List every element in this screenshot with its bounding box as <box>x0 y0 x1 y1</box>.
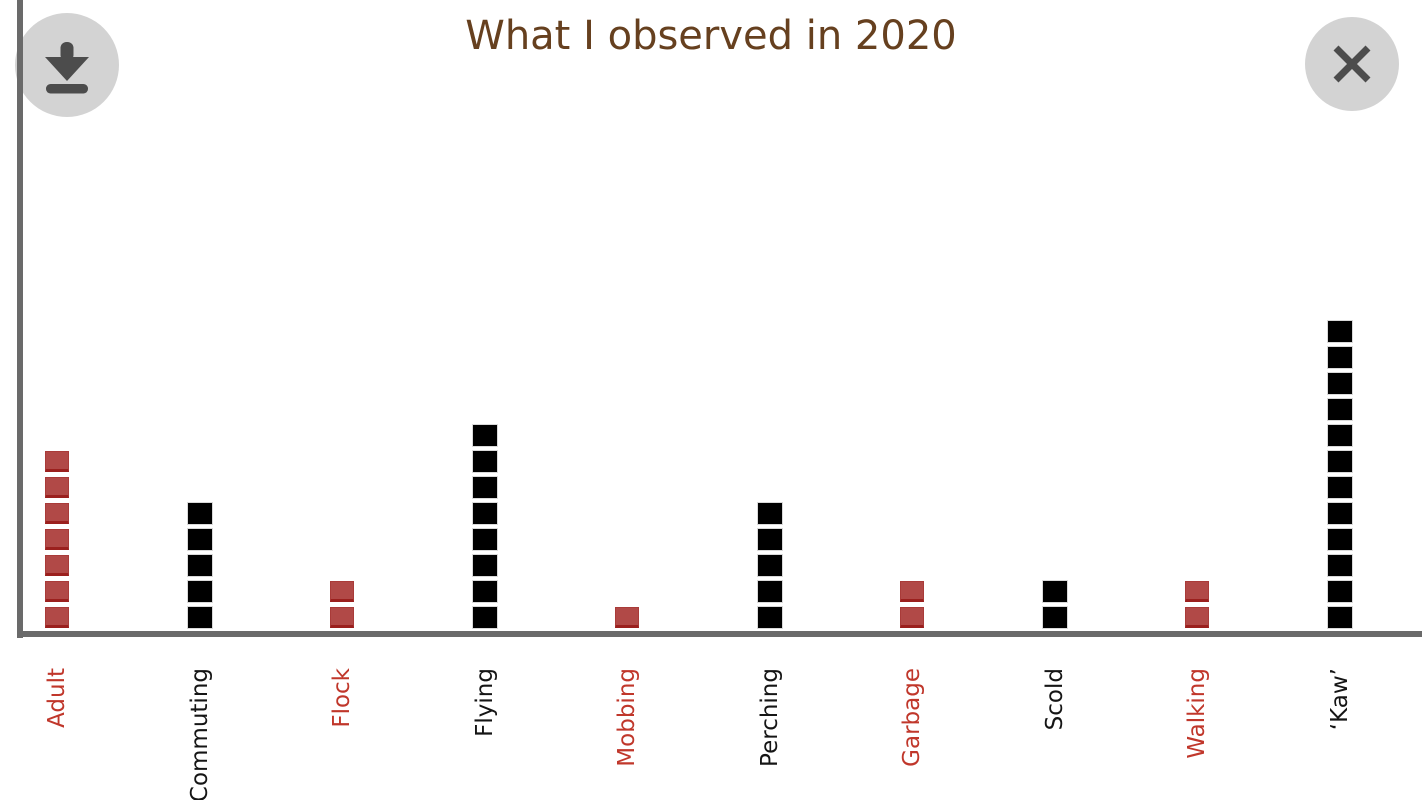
unit-stack-mobbing <box>615 607 639 628</box>
unit-square <box>1326 398 1353 421</box>
unit-square <box>1326 476 1353 499</box>
unit-square <box>45 451 69 472</box>
unit-square <box>1326 528 1353 551</box>
unit-square <box>186 554 213 577</box>
unit-square <box>1326 320 1353 343</box>
y-axis-line <box>17 0 23 638</box>
unit-square <box>471 580 498 603</box>
unit-stack-scold <box>1041 580 1068 629</box>
unit-stack-walking <box>1185 581 1209 628</box>
unit-square <box>1185 581 1209 602</box>
close-icon <box>1332 44 1372 84</box>
unit-square <box>471 502 498 525</box>
category-label-scold: Scold <box>1041 668 1068 731</box>
category-label-flying: Flying <box>471 668 498 737</box>
download-button[interactable] <box>15 13 119 117</box>
unit-square <box>756 606 783 629</box>
unit-square <box>756 528 783 551</box>
unit-square <box>1041 580 1068 603</box>
unit-square <box>1326 502 1353 525</box>
unit-square <box>186 580 213 603</box>
unit-square <box>1326 450 1353 473</box>
unit-square <box>900 607 924 628</box>
unit-square <box>615 607 639 628</box>
unit-square <box>186 606 213 629</box>
unit-square <box>186 502 213 525</box>
unit-square <box>471 554 498 577</box>
category-label-flock: Flock <box>329 668 355 728</box>
category-label-commuting: Commuting <box>186 668 213 800</box>
unit-square <box>900 581 924 602</box>
unit-stack-flock <box>330 581 354 628</box>
unit-square <box>1326 346 1353 369</box>
unit-stack-garbage <box>900 581 924 628</box>
unit-square <box>186 528 213 551</box>
unit-square <box>1326 372 1353 395</box>
unit-square <box>45 555 69 576</box>
download-icon <box>37 35 97 95</box>
unit-square <box>756 554 783 577</box>
category-label-garbage: Garbage <box>899 668 925 767</box>
unit-square <box>1185 607 1209 628</box>
x-axis-line <box>17 631 1422 637</box>
category-label-walking: Walking <box>1184 668 1210 759</box>
chart-title: What I observed in 2020 <box>465 13 957 59</box>
unit-square <box>471 424 498 447</box>
unit-square <box>45 529 69 550</box>
unit-square <box>45 503 69 524</box>
unit-square <box>1041 606 1068 629</box>
close-button[interactable] <box>1305 17 1399 111</box>
unit-square <box>756 580 783 603</box>
unit-stack-commuting <box>186 502 213 629</box>
unit-square <box>471 528 498 551</box>
unit-square <box>330 607 354 628</box>
unit-square <box>471 450 498 473</box>
unit-square <box>1326 580 1353 603</box>
unit-square <box>471 476 498 499</box>
unit-stack-flying <box>471 424 498 629</box>
unit-square <box>1326 424 1353 447</box>
unit-square <box>471 606 498 629</box>
unit-square <box>45 581 69 602</box>
unit-square <box>756 502 783 525</box>
unit-square <box>45 607 69 628</box>
unit-stack-perching <box>756 502 783 629</box>
category-label-kaw: ‘Kaw’ <box>1326 668 1353 731</box>
unit-square <box>45 477 69 498</box>
unit-square <box>1326 606 1353 629</box>
unit-square <box>330 581 354 602</box>
category-label-mobbing: Mobbing <box>614 668 640 767</box>
category-label-adult: Adult <box>44 668 70 728</box>
unit-stack-kaw <box>1326 320 1353 629</box>
unit-stack-adult <box>45 451 69 628</box>
category-label-perching: Perching <box>756 668 783 767</box>
unit-square <box>1326 554 1353 577</box>
